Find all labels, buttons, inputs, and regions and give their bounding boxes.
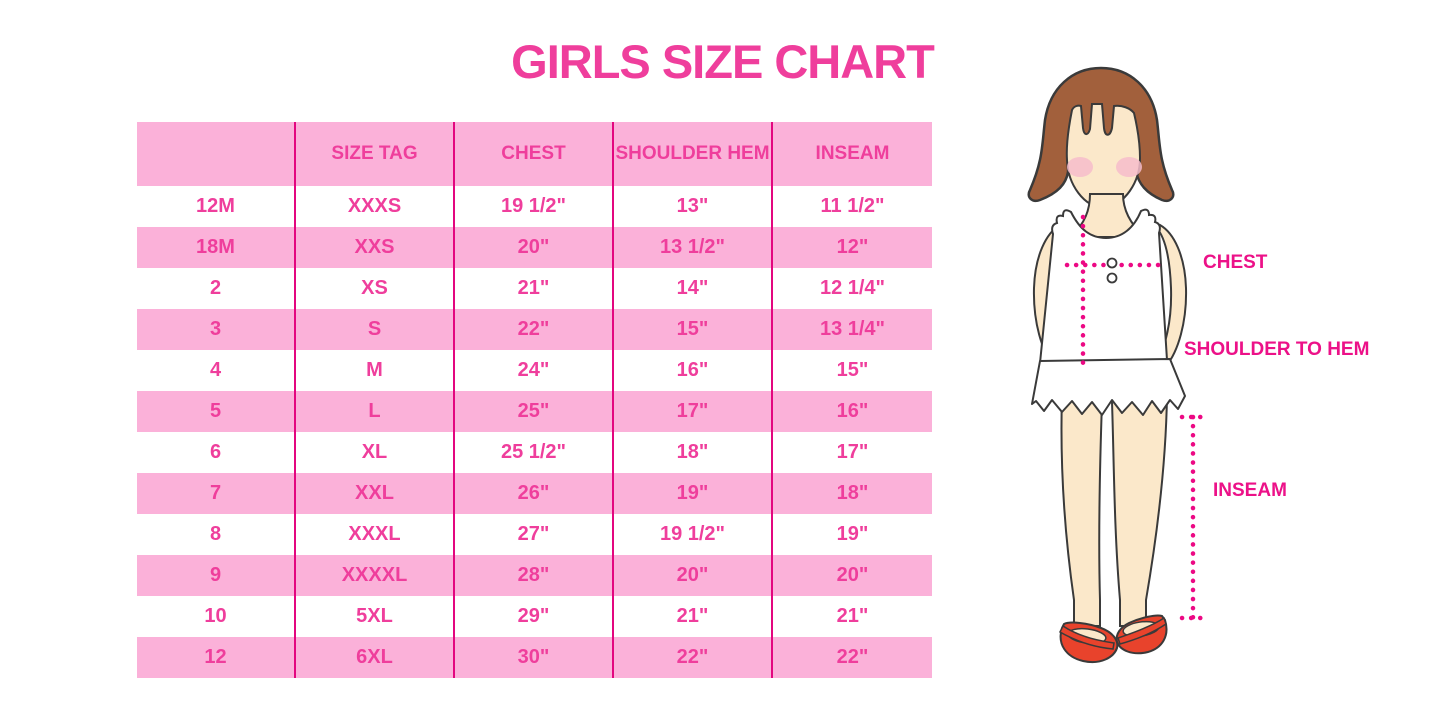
table-cell: 16": [836, 400, 869, 422]
table-cell: 30": [455, 637, 614, 678]
table-cell: XXS: [296, 227, 455, 268]
table-cell: 16": [614, 350, 773, 391]
blush-right: [1116, 157, 1142, 177]
table-cell: 19": [614, 473, 773, 514]
table-row: 7 XXL 26" 19" 18": [137, 473, 932, 514]
table-row: 4 M 24" 16" 15": [137, 350, 932, 391]
size-table-body: 12M XXXS 19 1/2" 13" 11 1/2" 18M XXS 20" 13 1/2"…: [137, 186, 932, 678]
table-header-cell: INSEAM: [815, 143, 890, 164]
table-cell: 3: [137, 309, 296, 350]
table-cell: 9: [137, 555, 296, 596]
table-row: 12 6XL 30" 22" 22": [137, 637, 932, 678]
table-row: 5 L 25" 17" 16": [137, 391, 932, 432]
table-cell: S: [296, 309, 455, 350]
table-cell: 15": [614, 309, 773, 350]
table-row: 8 XXXL 27" 19 1/2" 19": [137, 514, 932, 555]
shirt: [1038, 208, 1169, 365]
table-cell: 14": [614, 268, 773, 309]
table-cell: 20": [455, 227, 614, 268]
table-cell: 13 1/2": [614, 227, 773, 268]
table-cell: 24": [455, 350, 614, 391]
table-cell: 11 1/2": [820, 195, 885, 217]
table-header-cell: SHOULDER HEM: [614, 122, 773, 186]
left-shoe: [1059, 621, 1119, 663]
table-cell: XXXXL: [296, 555, 455, 596]
table-header-cell: SIZE TAG: [296, 122, 455, 186]
table-row: 12M XXXS 19 1/2" 13" 11 1/2": [137, 186, 932, 227]
table-cell: XXL: [296, 473, 455, 514]
table-cell: XL: [296, 432, 455, 473]
table-cell: 19 1/2": [614, 514, 773, 555]
table-cell: 6: [137, 432, 296, 473]
inseam-label: INSEAM: [1213, 480, 1287, 501]
table-cell: 15": [836, 359, 869, 381]
table-cell: 19": [836, 523, 869, 545]
table-cell: 7: [137, 473, 296, 514]
skirt: [1031, 358, 1186, 416]
table-cell: 13 1/4": [819, 318, 886, 340]
page-title: GIRLS SIZE CHART: [511, 35, 935, 88]
table-cell: M: [296, 350, 455, 391]
table-cell: 25": [455, 391, 614, 432]
shoulder-to-hem-label: SHOULDER TO HEM: [1184, 339, 1370, 360]
table-cell: XS: [296, 268, 455, 309]
table-row: 10 5XL 29" 21" 21": [137, 596, 932, 637]
table-cell: 18": [614, 432, 773, 473]
table-cell: 26": [455, 473, 614, 514]
blush-left: [1067, 157, 1093, 177]
table-row: 2 XS 21" 14" 12 1/4": [137, 268, 932, 309]
right-leg: [1110, 393, 1169, 627]
chest-label: CHEST: [1203, 252, 1268, 273]
table-cell: 21": [455, 268, 614, 309]
table-cell: 12 1/4": [819, 277, 886, 299]
table-cell: 17": [614, 391, 773, 432]
table-cell: 12": [836, 236, 869, 258]
size-table: SIZE TAG CHEST SHOULDER HEM INSEAM 12M XX…: [137, 122, 932, 678]
table-row: 3 S 22" 15" 13 1/4": [137, 309, 932, 350]
table-cell: 22": [836, 646, 869, 668]
girl-illustration-svg: [1027, 66, 1208, 663]
girl-measurement-illustration: [1000, 60, 1445, 690]
table-cell: 13": [614, 186, 773, 227]
table-cell: 29": [455, 596, 614, 637]
table-header-cell: [137, 122, 296, 186]
table-cell: 5: [137, 391, 296, 432]
table-header-cell: CHEST: [455, 122, 614, 186]
shirt-button-bottom: [1106, 272, 1118, 284]
table-row: 18M XXS 20" 13 1/2" 12": [137, 227, 932, 268]
table-cell: 20": [614, 555, 773, 596]
table-row: 9 XXXXL 28" 20" 20": [137, 555, 932, 596]
shirt-button-top: [1106, 257, 1118, 269]
table-cell: 4: [137, 350, 296, 391]
table-header-row: SIZE TAG CHEST SHOULDER HEM INSEAM: [137, 122, 932, 186]
right-shoe: [1115, 614, 1168, 655]
table-cell: 2: [137, 268, 296, 309]
table-cell: 12M: [137, 186, 296, 227]
table-cell: XXXL: [296, 514, 455, 555]
table-cell: XXXS: [296, 186, 455, 227]
table-cell: 22": [614, 637, 773, 678]
table-cell: L: [296, 391, 455, 432]
face: [1065, 103, 1142, 210]
table-cell: 25 1/2": [455, 432, 614, 473]
table-cell: 6XL: [296, 637, 455, 678]
table-cell: 19 1/2": [455, 186, 614, 227]
table-cell: 27": [455, 514, 614, 555]
left-leg: [1060, 393, 1104, 627]
table-cell: 21": [614, 596, 773, 637]
table-row: 6 XL 25 1/2" 18" 17": [137, 432, 932, 473]
table-cell: 5XL: [296, 596, 455, 637]
table-cell: 21": [836, 605, 869, 627]
table-cell: 28": [455, 555, 614, 596]
table-cell: 17": [836, 441, 869, 463]
table-cell: 22": [455, 309, 614, 350]
table-cell: 18M: [137, 227, 296, 268]
table-cell: 18": [836, 482, 869, 504]
table-cell: 8: [137, 514, 296, 555]
table-cell: 20": [836, 564, 869, 586]
table-cell: 12: [137, 637, 296, 678]
table-cell: 10: [137, 596, 296, 637]
